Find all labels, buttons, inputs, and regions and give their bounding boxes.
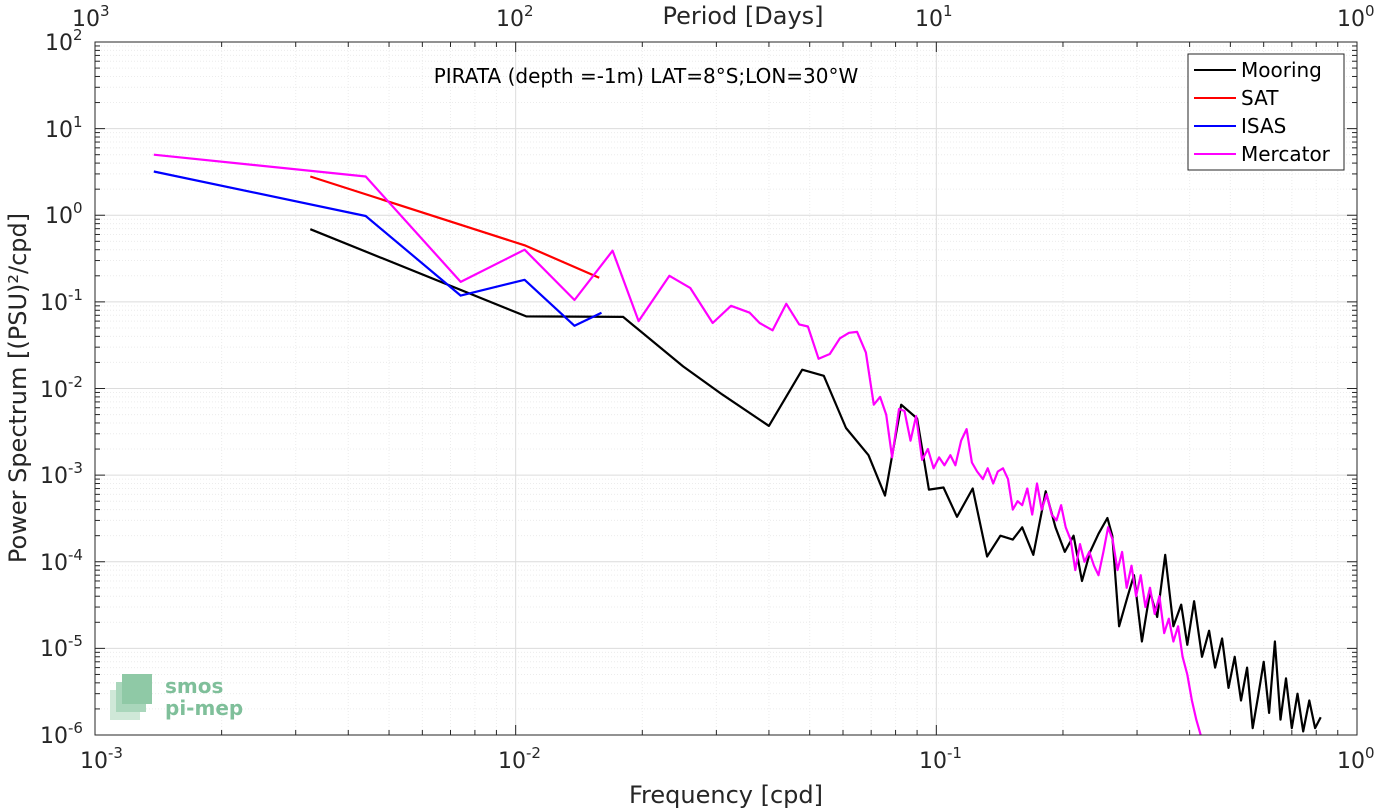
x-tick-labels: 10-3 10-2 10-1 100 <box>80 744 1375 774</box>
legend-label-mooring: Mooring <box>1241 58 1322 82</box>
legend-label-isas: ISAS <box>1241 114 1286 138</box>
top-tick-label-1: 102 <box>496 2 534 32</box>
minor-grid <box>95 42 1357 735</box>
series-line-sat <box>309 175 600 279</box>
y-tick-label-4: 10-2 <box>40 373 83 403</box>
logo-mark-front <box>122 674 152 704</box>
series-line-mercator <box>153 153 1202 735</box>
y-tick-label-1: 10-5 <box>40 632 83 662</box>
legend-label-mercator: Mercator <box>1241 142 1331 166</box>
y-tick-label-0: 10-6 <box>40 719 83 749</box>
y-tick-label-6: 100 <box>45 199 83 229</box>
y-tick-label-2: 10-4 <box>40 546 83 576</box>
top-tick-label-2: 101 <box>915 2 953 32</box>
top-tick-label-0: 103 <box>72 2 110 32</box>
x-axis-title: Frequency [cpd] <box>629 781 823 809</box>
smos-pi-mep-logo: smos pi-mep <box>110 674 243 720</box>
logo-line-2: pi-mep <box>165 696 243 720</box>
top-tick-label-3: 100 <box>1337 2 1375 32</box>
y-tick-label-3: 10-3 <box>40 459 83 489</box>
logo-line-1: smos <box>165 674 223 698</box>
y-axis-title: Power Spectrum [(PSU)²/cpd] <box>4 213 32 563</box>
x-tick-label-3: 100 <box>1337 744 1375 774</box>
legend: Mooring SAT ISAS Mercator <box>1187 53 1345 171</box>
y-tick-label-5: 10-1 <box>40 286 83 316</box>
top-tick-labels: 103 102 101 100 <box>72 2 1375 32</box>
series-layer <box>153 153 1322 735</box>
x-tick-label-1: 10-2 <box>498 744 541 774</box>
legend-box <box>1187 53 1345 171</box>
series-line-mooring <box>309 228 1322 733</box>
y-tick-labels: 10-6 10-5 10-4 10-3 10-2 10-1 100 101 10… <box>40 26 83 749</box>
tick-marks <box>94 42 1357 736</box>
y-tick-label-7: 101 <box>45 113 83 143</box>
legend-label-sat: SAT <box>1241 86 1279 110</box>
series-line-isas <box>153 170 602 327</box>
top-axis-title: Period [Days] <box>662 2 823 30</box>
y-tick-label-8: 102 <box>45 26 83 56</box>
x-tick-label-2: 10-1 <box>919 744 962 774</box>
x-tick-label-0: 10-3 <box>80 744 123 774</box>
chart-title: PIRATA (depth =-1m) LAT=8°S;LON=30°W <box>434 64 859 88</box>
